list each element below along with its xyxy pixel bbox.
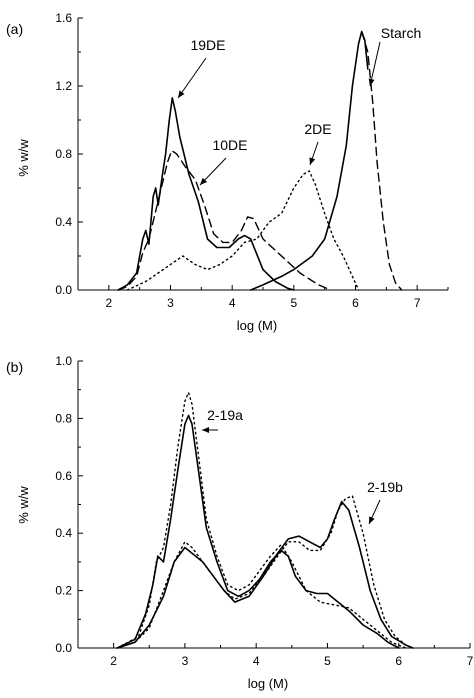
annotation-arrowhead — [369, 516, 375, 524]
series-line-10de-dashed — [117, 149, 332, 291]
annotation-label: 2-19a — [207, 407, 243, 423]
panel-b: 2 3 4 5 6 7 0.0 0.2 0.4 0.6 0.8 1.0 log (M) % w/w (b) 2… — [6, 354, 474, 691]
y-tick-label: 1.6 — [55, 11, 72, 25]
x-tick-label: 4 — [253, 654, 260, 668]
x-axis-title: log (M) — [248, 676, 288, 691]
x-tick-label: 6 — [395, 654, 402, 668]
series-line-2-19b-solid — [116, 500, 414, 649]
annotation-label: 2-19b — [367, 479, 403, 495]
y-tick-label: 0.0 — [55, 641, 72, 655]
y-axis-title: % w/w — [16, 486, 31, 524]
y-tick-label: 0.8 — [55, 411, 72, 425]
annotation-label: 19DE — [190, 37, 225, 53]
panel-tag: (b) — [6, 359, 23, 375]
y-tick-label: 0.8 — [55, 147, 72, 161]
series-line-starch-dashed — [361, 30, 403, 291]
y-tick-label: 0.4 — [55, 215, 72, 229]
y-tick-label: 0.0 — [55, 283, 72, 297]
y-tick-label: 1.2 — [55, 79, 72, 93]
annotation-arrowhead — [309, 157, 316, 165]
y-tick-label: 1.0 — [55, 354, 72, 368]
x-tick-label: 7 — [414, 296, 421, 310]
x-axis-title: log (M) — [237, 318, 277, 333]
y-tick-label: 0.2 — [55, 584, 72, 598]
annotation-arrowhead — [200, 177, 208, 185]
series-line-2-19a-dotted — [116, 391, 407, 649]
annotation-arrow — [177, 57, 207, 99]
annotation-arrowhead — [178, 90, 185, 98]
y-tick-label: 0.6 — [55, 469, 72, 483]
annotation-label: Starch — [381, 25, 421, 41]
x-tick-label: 5 — [324, 654, 331, 668]
series-line-2-19a-solid — [116, 414, 400, 649]
series-line-2de-dotted — [126, 170, 360, 291]
x-tick-label: 3 — [167, 296, 174, 310]
annotation-arrowhead — [368, 78, 375, 86]
x-tick-label: 4 — [229, 296, 236, 310]
x-tick-label: 2 — [105, 296, 112, 310]
x-tick-label: 2 — [110, 654, 117, 668]
annotation-arrow — [369, 41, 381, 87]
annotation-label: 2DE — [304, 121, 331, 137]
annotation-label: 10DE — [212, 137, 247, 153]
panel-tag: (a) — [6, 21, 23, 37]
series-line-19de-solid — [117, 97, 295, 291]
annotation-arrowhead — [202, 427, 209, 433]
x-tick-label: 3 — [182, 654, 189, 668]
series-line-2-19b-dotted — [116, 495, 414, 649]
y-axis-title: % w/w — [16, 139, 31, 177]
y-tick-label: 0.4 — [55, 526, 72, 540]
x-tick-label: 5 — [290, 296, 297, 310]
x-tick-label: 6 — [352, 296, 359, 310]
x-tick-label: 7 — [467, 654, 474, 668]
panel-a: 2 3 4 5 6 7 0.0 0.4 0.8 1.2 1.6 log (M) % w/w (a) 19DE… — [6, 11, 449, 333]
series-line-starch-solid — [249, 30, 369, 291]
